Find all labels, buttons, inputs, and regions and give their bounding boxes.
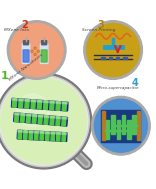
FancyBboxPatch shape <box>23 50 29 62</box>
Polygon shape <box>38 115 42 124</box>
Polygon shape <box>50 101 54 110</box>
Polygon shape <box>12 98 68 104</box>
Bar <box>123 57 127 59</box>
Polygon shape <box>25 99 29 108</box>
Circle shape <box>104 109 128 133</box>
Bar <box>101 110 140 142</box>
Polygon shape <box>14 113 68 126</box>
Circle shape <box>17 94 49 127</box>
Bar <box>132 115 136 134</box>
Circle shape <box>94 99 147 152</box>
Polygon shape <box>56 101 60 110</box>
Polygon shape <box>24 131 27 139</box>
Bar <box>117 120 120 139</box>
Bar <box>101 57 105 59</box>
Text: Micro-supercapacitor: Micro-supercapacitor <box>97 86 139 90</box>
FancyBboxPatch shape <box>22 44 30 64</box>
Bar <box>115 125 137 126</box>
Circle shape <box>10 23 63 77</box>
Polygon shape <box>51 132 55 141</box>
Circle shape <box>7 21 66 79</box>
Polygon shape <box>18 130 67 135</box>
Circle shape <box>84 21 142 79</box>
Circle shape <box>1 78 87 164</box>
Polygon shape <box>37 100 42 109</box>
Bar <box>105 130 117 131</box>
Polygon shape <box>26 114 31 123</box>
Polygon shape <box>17 130 67 141</box>
Text: 1: 1 <box>1 71 9 81</box>
Text: 4: 4 <box>132 78 139 88</box>
Polygon shape <box>44 115 48 124</box>
Text: 2: 2 <box>21 20 28 30</box>
Polygon shape <box>56 132 60 141</box>
Polygon shape <box>14 113 68 119</box>
Polygon shape <box>40 132 44 140</box>
Polygon shape <box>12 98 68 111</box>
Circle shape <box>0 75 89 167</box>
Bar <box>122 115 125 134</box>
Polygon shape <box>56 117 60 125</box>
FancyBboxPatch shape <box>24 41 29 45</box>
Bar <box>105 130 127 131</box>
Circle shape <box>87 23 140 77</box>
Text: 3: 3 <box>98 20 104 30</box>
Bar <box>105 130 106 131</box>
Circle shape <box>0 73 92 169</box>
Circle shape <box>96 33 120 57</box>
Text: MXene Nanosheets: MXene Nanosheets <box>9 53 44 82</box>
Bar <box>137 111 140 140</box>
Polygon shape <box>62 102 67 111</box>
Polygon shape <box>18 130 22 139</box>
Polygon shape <box>20 113 25 122</box>
Polygon shape <box>12 98 17 107</box>
Polygon shape <box>15 113 19 122</box>
Circle shape <box>92 96 150 155</box>
Polygon shape <box>44 101 48 109</box>
Polygon shape <box>62 133 66 141</box>
Circle shape <box>20 33 44 57</box>
Polygon shape <box>19 99 23 108</box>
Polygon shape <box>50 116 54 125</box>
Bar <box>109 57 112 59</box>
Bar <box>127 120 131 139</box>
Polygon shape <box>31 100 35 109</box>
Polygon shape <box>62 117 66 126</box>
Polygon shape <box>45 132 49 140</box>
FancyBboxPatch shape <box>40 44 48 64</box>
Bar <box>111 115 115 134</box>
Bar <box>102 111 105 140</box>
Polygon shape <box>32 115 37 123</box>
FancyBboxPatch shape <box>42 41 47 45</box>
Bar <box>136 125 137 126</box>
Text: MXene Inks: MXene Inks <box>4 28 29 32</box>
FancyBboxPatch shape <box>41 50 47 62</box>
Circle shape <box>0 77 88 165</box>
Bar <box>106 120 109 139</box>
Bar <box>116 57 119 59</box>
Polygon shape <box>29 131 33 140</box>
Bar <box>125 125 137 126</box>
Text: Screen Printing: Screen Printing <box>82 28 116 32</box>
Polygon shape <box>34 131 38 140</box>
